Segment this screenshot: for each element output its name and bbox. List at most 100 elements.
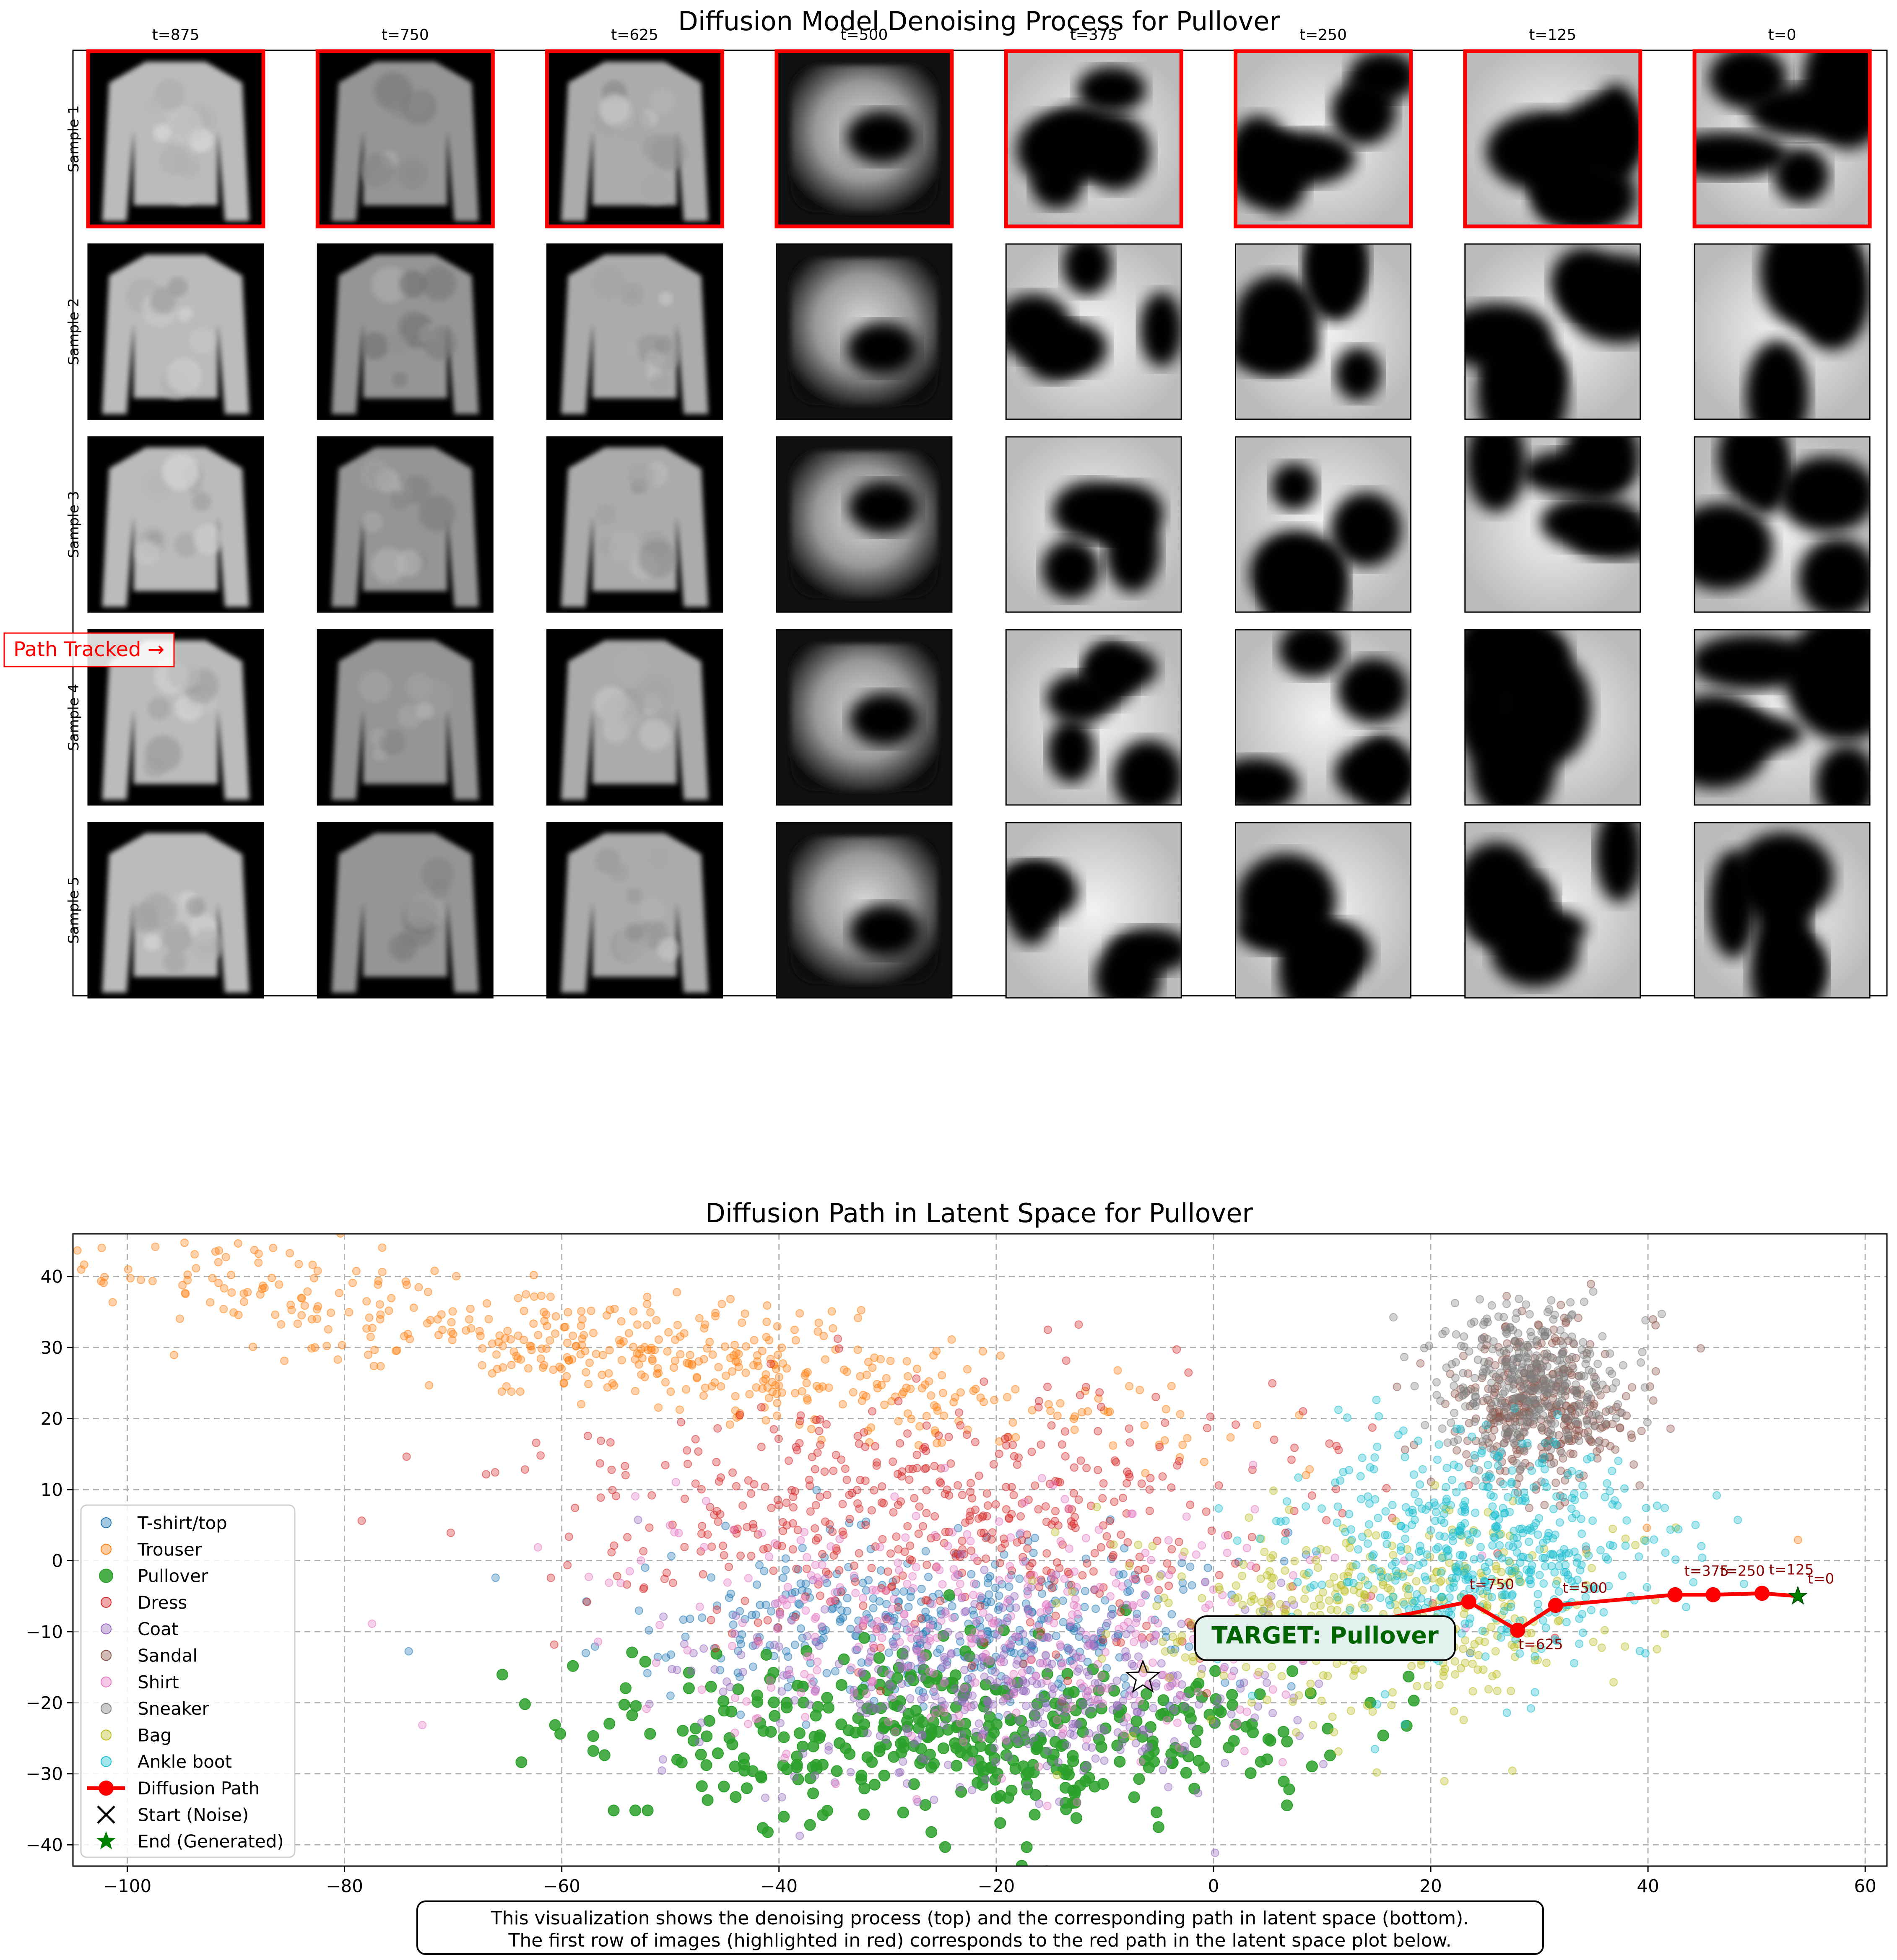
data-point <box>994 1817 1006 1829</box>
data-point <box>963 1702 972 1711</box>
data-point <box>1598 1332 1607 1341</box>
data-point <box>1206 1412 1215 1421</box>
timestep-label: t=500 <box>840 26 888 44</box>
data-point <box>1024 1739 1033 1748</box>
data-point <box>1431 1481 1440 1490</box>
data-point <box>1542 1659 1551 1667</box>
data-point <box>1240 1678 1248 1687</box>
data-point <box>1640 1383 1649 1392</box>
data-point <box>960 1666 969 1674</box>
data-point <box>1095 1583 1104 1591</box>
data-point <box>1416 1480 1424 1489</box>
data-point <box>1529 1386 1538 1395</box>
data-point <box>1570 1495 1579 1504</box>
data-point <box>333 1355 342 1364</box>
data-point <box>1458 1552 1467 1561</box>
data-point <box>870 1621 878 1630</box>
data-point <box>761 1794 770 1802</box>
data-point <box>824 1383 833 1392</box>
data-point <box>1535 1571 1544 1579</box>
data-point <box>1130 1638 1138 1646</box>
data-point <box>1548 1339 1557 1347</box>
data-point <box>529 1271 538 1280</box>
data-point <box>983 1501 992 1510</box>
caption-line-1: This visualization shows the denoising p… <box>491 1908 1469 1929</box>
data-point <box>1451 1358 1460 1367</box>
data-point <box>687 1666 696 1675</box>
data-point <box>1081 1534 1090 1542</box>
data-point <box>816 1493 824 1501</box>
data-point <box>1069 1660 1078 1669</box>
data-point <box>1017 1649 1026 1658</box>
data-point <box>1004 1752 1013 1761</box>
data-point <box>214 1279 223 1288</box>
data-point <box>448 1307 457 1316</box>
data-point <box>929 1687 938 1696</box>
data-point <box>1537 1369 1546 1378</box>
data-point <box>1494 1374 1503 1383</box>
data-point <box>1034 1799 1043 1808</box>
data-point <box>813 1666 821 1674</box>
data-point <box>1142 1622 1151 1630</box>
data-point <box>1467 1647 1476 1656</box>
data-point <box>1343 1413 1351 1422</box>
data-point <box>549 1719 561 1731</box>
data-point <box>493 1365 502 1373</box>
data-point <box>1526 1576 1535 1584</box>
data-point <box>1500 1607 1509 1615</box>
data-point <box>644 1728 656 1740</box>
data-point <box>311 1343 320 1352</box>
data-point <box>858 1808 870 1820</box>
data-point <box>983 1696 992 1705</box>
data-point <box>1111 1633 1120 1642</box>
data-point <box>971 1438 980 1446</box>
data-point <box>886 1357 895 1366</box>
data-point <box>1154 1586 1163 1594</box>
data-point <box>392 1346 401 1355</box>
data-point <box>1209 1665 1221 1677</box>
data-point <box>827 1307 836 1316</box>
data-point <box>520 1306 528 1315</box>
data-point <box>1159 1765 1167 1774</box>
data-point <box>1429 1498 1438 1507</box>
data-point <box>1034 1762 1043 1771</box>
data-point <box>1066 1617 1075 1626</box>
data-point <box>1288 1596 1297 1604</box>
image-border <box>1694 822 1871 999</box>
highlight-border <box>1004 49 1183 228</box>
data-point <box>1011 1734 1020 1743</box>
data-point <box>1450 1657 1459 1666</box>
data-point <box>806 1507 815 1516</box>
data-point <box>1583 1393 1592 1402</box>
data-point <box>1052 1631 1060 1640</box>
data-point <box>982 1489 991 1498</box>
data-point <box>1043 1325 1052 1334</box>
data-point <box>1352 1560 1361 1569</box>
data-point <box>1098 1699 1107 1708</box>
data-point <box>925 1634 934 1643</box>
data-point <box>800 1528 809 1537</box>
data-point <box>889 1457 897 1466</box>
data-point <box>77 1265 86 1274</box>
data-point <box>1123 1652 1131 1661</box>
data-point <box>1181 1702 1190 1711</box>
data-point <box>841 1464 850 1473</box>
data-point <box>324 1325 333 1334</box>
data-point <box>1554 1587 1563 1596</box>
data-point <box>1164 1581 1173 1590</box>
data-point <box>1021 1841 1033 1853</box>
data-point <box>467 1324 476 1333</box>
data-point <box>1164 1783 1173 1791</box>
data-point <box>913 1365 922 1373</box>
data-point <box>1034 1715 1042 1724</box>
data-point <box>1391 1558 1400 1566</box>
data-point <box>1097 1724 1105 1733</box>
data-point <box>700 1759 712 1771</box>
data-point <box>249 1342 257 1351</box>
data-point <box>1188 1581 1196 1590</box>
legend-marker <box>101 1650 112 1661</box>
image-border <box>1235 629 1411 806</box>
data-point <box>1115 1571 1123 1579</box>
data-point <box>754 1362 763 1371</box>
